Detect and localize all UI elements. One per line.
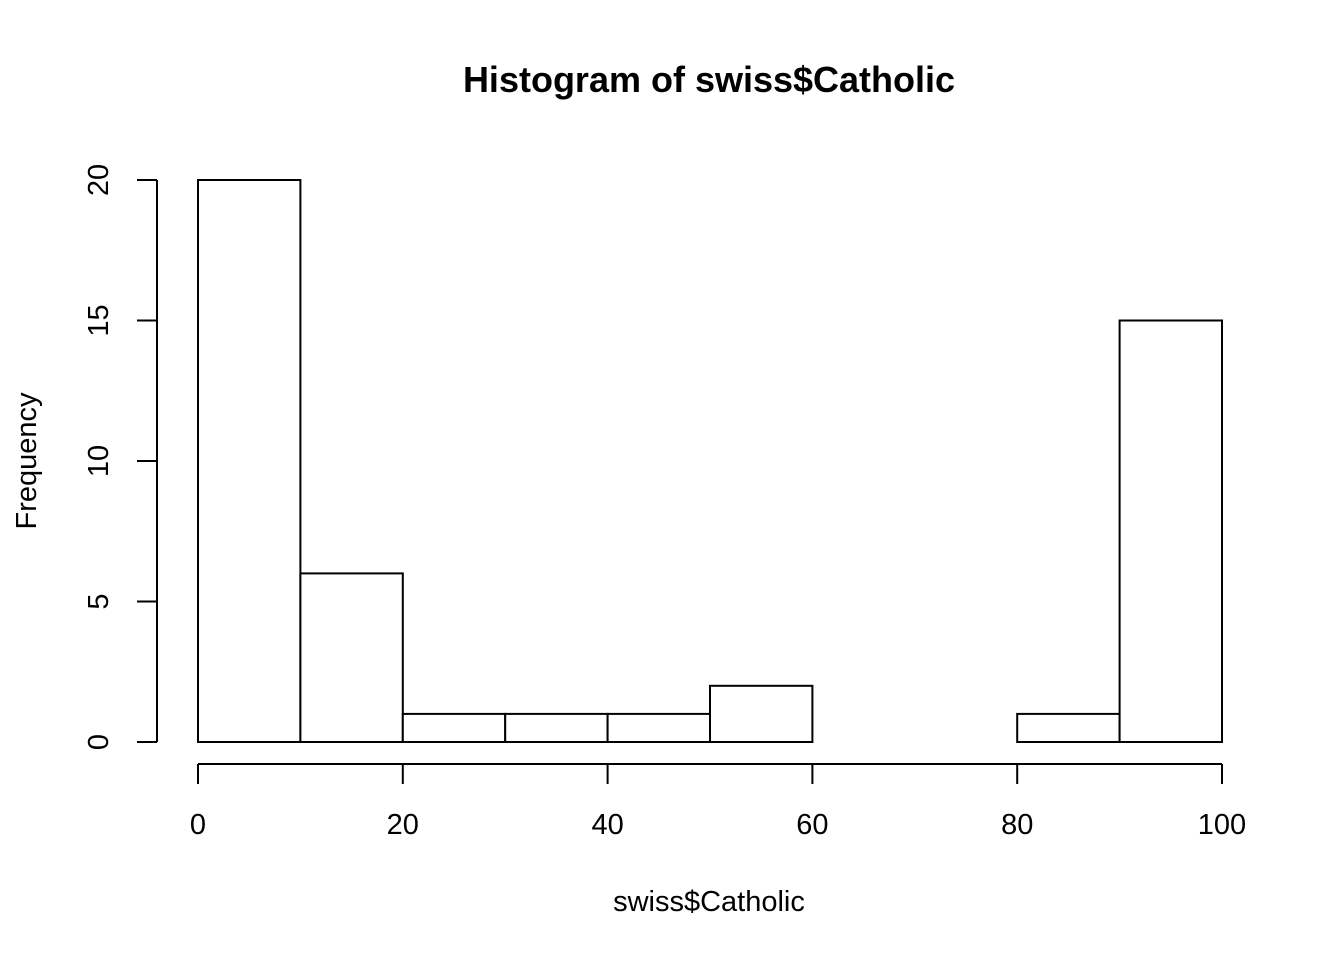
x-tick-label-3: 60 <box>796 809 828 841</box>
x-tick-label-0: 0 <box>190 809 206 841</box>
chart-title: Histogram of swiss$Catholic <box>463 59 955 100</box>
histogram-bar-3 <box>504 712 609 744</box>
x-tick-label-2: 40 <box>591 809 623 841</box>
histogram-bar-1 <box>299 572 404 744</box>
x-tick-label-5: 100 <box>1198 809 1246 841</box>
bars-group <box>197 179 1223 744</box>
y-axis: 0 5 10 15 20 <box>83 164 158 750</box>
x-tick-label-1: 20 <box>387 809 419 841</box>
histogram-bar-4 <box>606 712 711 744</box>
histogram-bar-5 <box>709 684 814 743</box>
y-tick-label-1: 5 <box>83 593 115 609</box>
y-tick-label-0: 0 <box>83 734 115 750</box>
x-axis: 0 20 40 60 80 100 <box>190 763 1246 841</box>
histogram-bar-9 <box>1118 319 1223 743</box>
histogram-bar-8 <box>1016 712 1121 744</box>
y-tick-label-2: 10 <box>83 445 115 477</box>
x-tick-label-4: 80 <box>1001 809 1033 841</box>
y-tick-label-4: 20 <box>83 164 115 196</box>
y-axis-label: Frequency <box>11 392 43 530</box>
histogram-bar-2 <box>401 712 507 744</box>
x-axis-label: swiss$Catholic <box>613 886 805 918</box>
histogram-bar-0 <box>197 179 302 743</box>
y-tick-label-3: 15 <box>83 304 115 336</box>
